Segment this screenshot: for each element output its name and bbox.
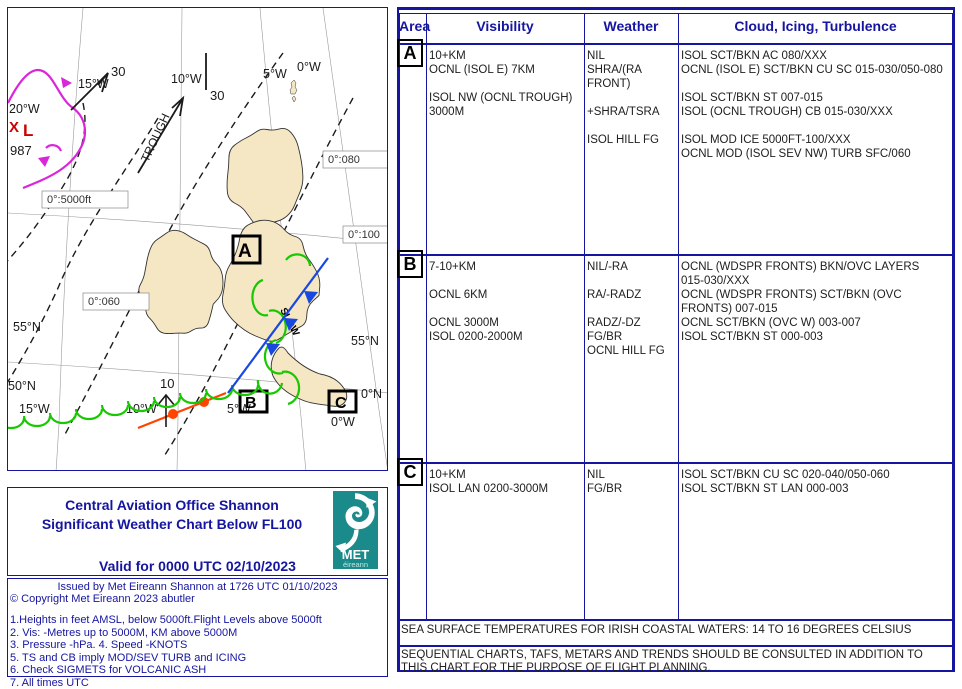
svg-text:0°:060: 0°:060	[88, 296, 120, 308]
svg-text:B: B	[245, 395, 257, 412]
svg-text:10°W: 10°W	[171, 72, 202, 86]
svg-text:15°W: 15°W	[19, 402, 50, 416]
svg-text:5°W: 5°W	[263, 67, 287, 81]
svg-text:TROUGH: TROUGH	[138, 111, 173, 164]
svg-text:0°:100: 0°:100	[348, 229, 380, 241]
svg-text:50°N: 50°N	[8, 379, 36, 393]
svg-text:C: C	[335, 395, 347, 412]
svg-text:10: 10	[160, 376, 174, 391]
svg-text:30: 30	[111, 64, 125, 79]
svg-text:987: 987	[10, 143, 32, 158]
svg-text:0°:5000ft: 0°:5000ft	[47, 194, 91, 206]
svg-text:L: L	[23, 121, 33, 140]
svg-text:A: A	[238, 241, 252, 262]
svg-text:55°N: 55°N	[13, 320, 41, 334]
svg-text:X: X	[9, 119, 19, 136]
svg-text:éireann: éireann	[343, 560, 368, 569]
svg-text:0°:080: 0°:080	[328, 154, 360, 166]
svg-text:0°W: 0°W	[331, 415, 355, 429]
svg-text:30: 30	[210, 88, 224, 103]
svg-text:55°N: 55°N	[351, 334, 379, 348]
svg-text:0°N: 0°N	[361, 387, 382, 401]
svg-text:0°W: 0°W	[297, 60, 321, 74]
svg-text:20°W: 20°W	[9, 102, 40, 116]
